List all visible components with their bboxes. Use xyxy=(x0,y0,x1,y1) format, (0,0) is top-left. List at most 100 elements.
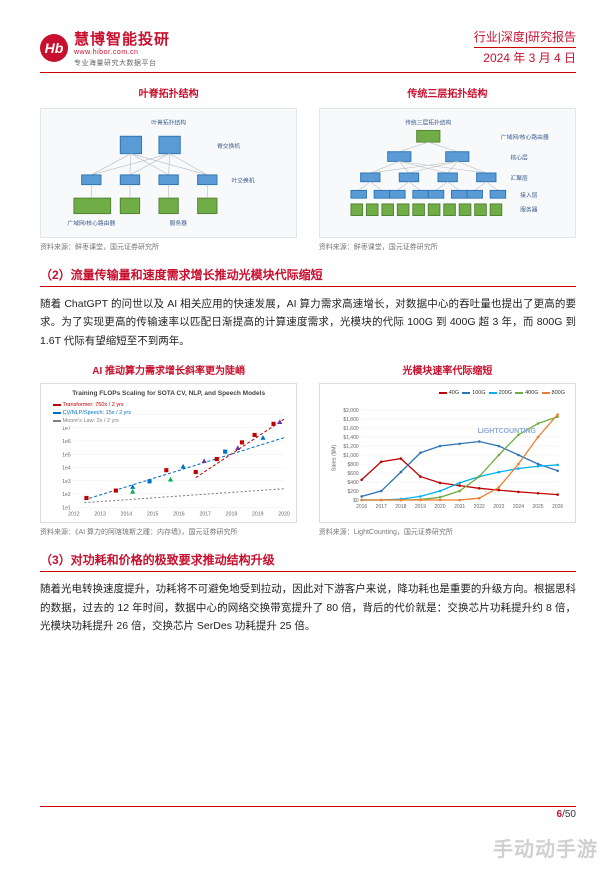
svg-text:1e6: 1e6 xyxy=(62,439,71,445)
section2-heading: （2）流量传输量和速度需求增长推动光模块代际缩短 xyxy=(40,266,576,287)
chart-left-subtitle: Training FLOPs Scaling for SOTA CV, NLP,… xyxy=(45,388,292,399)
svg-text:$1,200: $1,200 xyxy=(343,444,359,450)
svg-text:2018: 2018 xyxy=(226,512,238,518)
chart-left-col: AI 推动算力需求增长斜率更为陡峭 Training FLOPs Scaling… xyxy=(40,362,297,537)
topology-diagram-row: 叶脊拓扑结构 叶脊拓扑结构 脊交换机 叶交 xyxy=(40,85,576,252)
svg-text:2015: 2015 xyxy=(147,512,159,518)
optical-module-line-chart: 40G100G200G400G800G $0$200$400$600$800$1… xyxy=(319,383,576,523)
svg-text:2022: 2022 xyxy=(473,504,484,510)
diag-caption: 叶脊拓扑结构 xyxy=(151,119,186,127)
wan-label: 广域网/核心路由器 xyxy=(501,133,549,141)
svg-text:2013: 2013 xyxy=(94,512,106,518)
access-node xyxy=(490,190,505,198)
links xyxy=(370,161,486,173)
access-node xyxy=(389,190,404,198)
chart-left-title: AI 推动算力需求增长斜率更为陡峭 xyxy=(40,362,297,377)
svg-text:2026: 2026 xyxy=(552,504,563,510)
svg-text:1e2: 1e2 xyxy=(62,492,71,498)
svg-text:2020: 2020 xyxy=(278,512,290,518)
leaf-label: 叶交换机 xyxy=(231,177,254,185)
chart-right-title: 光模块速率代际缩短 xyxy=(319,362,576,377)
svg-text:1e5: 1e5 xyxy=(62,452,71,458)
links2 xyxy=(91,185,207,199)
core-label: 核心层 xyxy=(510,153,528,161)
wan-label: 广域网/核心路由器 xyxy=(67,219,115,227)
diagram-right-col: 传统三层拓扑结构 传统三层拓扑结构 广域网/核心路由器 核心层 xyxy=(319,85,576,252)
links xyxy=(91,154,207,175)
wan-node xyxy=(74,198,111,213)
page-header: Hb 慧博智能投研 www.hibor.com.cn 专业海量研究大数据平台 行… xyxy=(40,28,576,73)
logo-domain: www.hibor.com.cn xyxy=(74,49,170,56)
agg-node xyxy=(476,173,495,182)
svg-text:$600: $600 xyxy=(347,471,358,477)
access-node xyxy=(467,190,482,198)
chart-right-col: 光模块速率代际缩短 40G100G200G400G800G $0$200$400… xyxy=(319,362,576,537)
spine-node xyxy=(159,136,180,153)
svg-text:$800: $800 xyxy=(347,462,358,468)
svg-text:2024: 2024 xyxy=(513,504,524,510)
chart-row: AI 推动算力需求增长斜率更为陡峭 Training FLOPs Scaling… xyxy=(40,362,576,537)
svg-text:$200: $200 xyxy=(347,489,358,495)
svg-text:$2,000: $2,000 xyxy=(343,408,359,414)
svg-text:2021: 2021 xyxy=(454,504,465,510)
access-node xyxy=(413,190,428,198)
access-node xyxy=(351,190,366,198)
spine-node xyxy=(120,136,141,153)
svg-text:Sales ($M): Sales ($M) xyxy=(331,445,337,472)
svg-text:2017: 2017 xyxy=(199,512,211,518)
watermark-text: 手动动手游 xyxy=(493,833,598,862)
section2-body: 随着 ChatGPT 的问世以及 AI 相关应用的快速发展，AI 算力需求高速增… xyxy=(40,295,576,350)
server-label: 服务器 xyxy=(170,219,188,227)
section3-heading: （3）对功耗和价格的极致要求推动结构升级 xyxy=(40,551,576,572)
logo-block: Hb 慧博智能投研 www.hibor.com.cn 专业海量研究大数据平台 xyxy=(40,28,170,68)
three-tier-diagram: 传统三层拓扑结构 广域网/核心路由器 核心层 汇聚层 xyxy=(319,108,576,238)
leaf-spine-diagram: 叶脊拓扑结构 脊交换机 叶交换机 xyxy=(40,108,297,238)
doc-date: 2024 年 3 月 4 日 xyxy=(474,47,576,66)
core-node xyxy=(387,152,410,162)
svg-text:2012: 2012 xyxy=(68,512,80,518)
svg-text:$1,400: $1,400 xyxy=(343,435,359,441)
flops-scatter-chart: Training FLOPs Scaling for SOTA CV, NLP,… xyxy=(40,383,297,523)
wan-node xyxy=(416,130,439,142)
svg-text:2023: 2023 xyxy=(493,504,504,510)
svg-text:2018: 2018 xyxy=(395,504,406,510)
diagram-left-col: 叶脊拓扑结构 叶脊拓扑结构 脊交换机 叶交 xyxy=(40,85,297,252)
svg-text:1e3: 1e3 xyxy=(62,479,71,485)
leaf-node xyxy=(198,175,217,185)
spine-label: 脊交换机 xyxy=(217,142,240,150)
access-label: 接入层 xyxy=(520,191,538,199)
agg-node xyxy=(438,173,457,182)
chart-left-legend: Transformer: 750x / 2 yrs CV/NLP/Speech:… xyxy=(51,400,133,427)
svg-text:2019: 2019 xyxy=(415,504,426,510)
server-node xyxy=(198,198,217,213)
core-node xyxy=(445,152,468,162)
diagram-left-source: 资料来源：鲜枣课堂，国元证券研究所 xyxy=(40,242,297,252)
diagram-right-source: 资料来源：鲜枣课堂，国元证券研究所 xyxy=(319,242,576,252)
svg-text:LIGHTCOUNTING: LIGHTCOUNTING xyxy=(477,428,536,435)
svg-text:2014: 2014 xyxy=(121,512,133,518)
agg-label: 汇聚层 xyxy=(510,174,528,182)
diagram-left-title: 叶脊拓扑结构 xyxy=(40,85,297,100)
access-node xyxy=(428,190,443,198)
access-node xyxy=(451,190,466,198)
svg-text:$400: $400 xyxy=(347,480,358,486)
header-right: 行业|深度|研究报告 2024 年 3 月 4 日 xyxy=(474,28,576,66)
page-total: 50 xyxy=(565,809,576,820)
svg-text:2016: 2016 xyxy=(356,504,367,510)
links2 xyxy=(358,182,497,191)
svg-text:$1,000: $1,000 xyxy=(343,453,359,459)
svg-text:2020: 2020 xyxy=(434,504,445,510)
leaf-node xyxy=(120,175,139,185)
server-label: 服务器 xyxy=(520,206,538,214)
section3-body: 随着光电转换速度提升，功耗将不可避免地受到拉动，因此对下游客户来说，降功耗也是重… xyxy=(40,580,576,635)
agg-node xyxy=(399,173,418,182)
leaf-node xyxy=(159,175,178,185)
servers xyxy=(351,204,502,216)
server-node xyxy=(120,198,139,213)
page-footer: 6/50 xyxy=(40,806,576,820)
svg-text:$1,600: $1,600 xyxy=(343,426,359,432)
agg-node xyxy=(360,173,379,182)
logo-main: 慧博智能投研 xyxy=(74,28,170,49)
svg-text:2016: 2016 xyxy=(173,512,185,518)
logo-slogan: 专业海量研究大数据平台 xyxy=(74,58,170,68)
